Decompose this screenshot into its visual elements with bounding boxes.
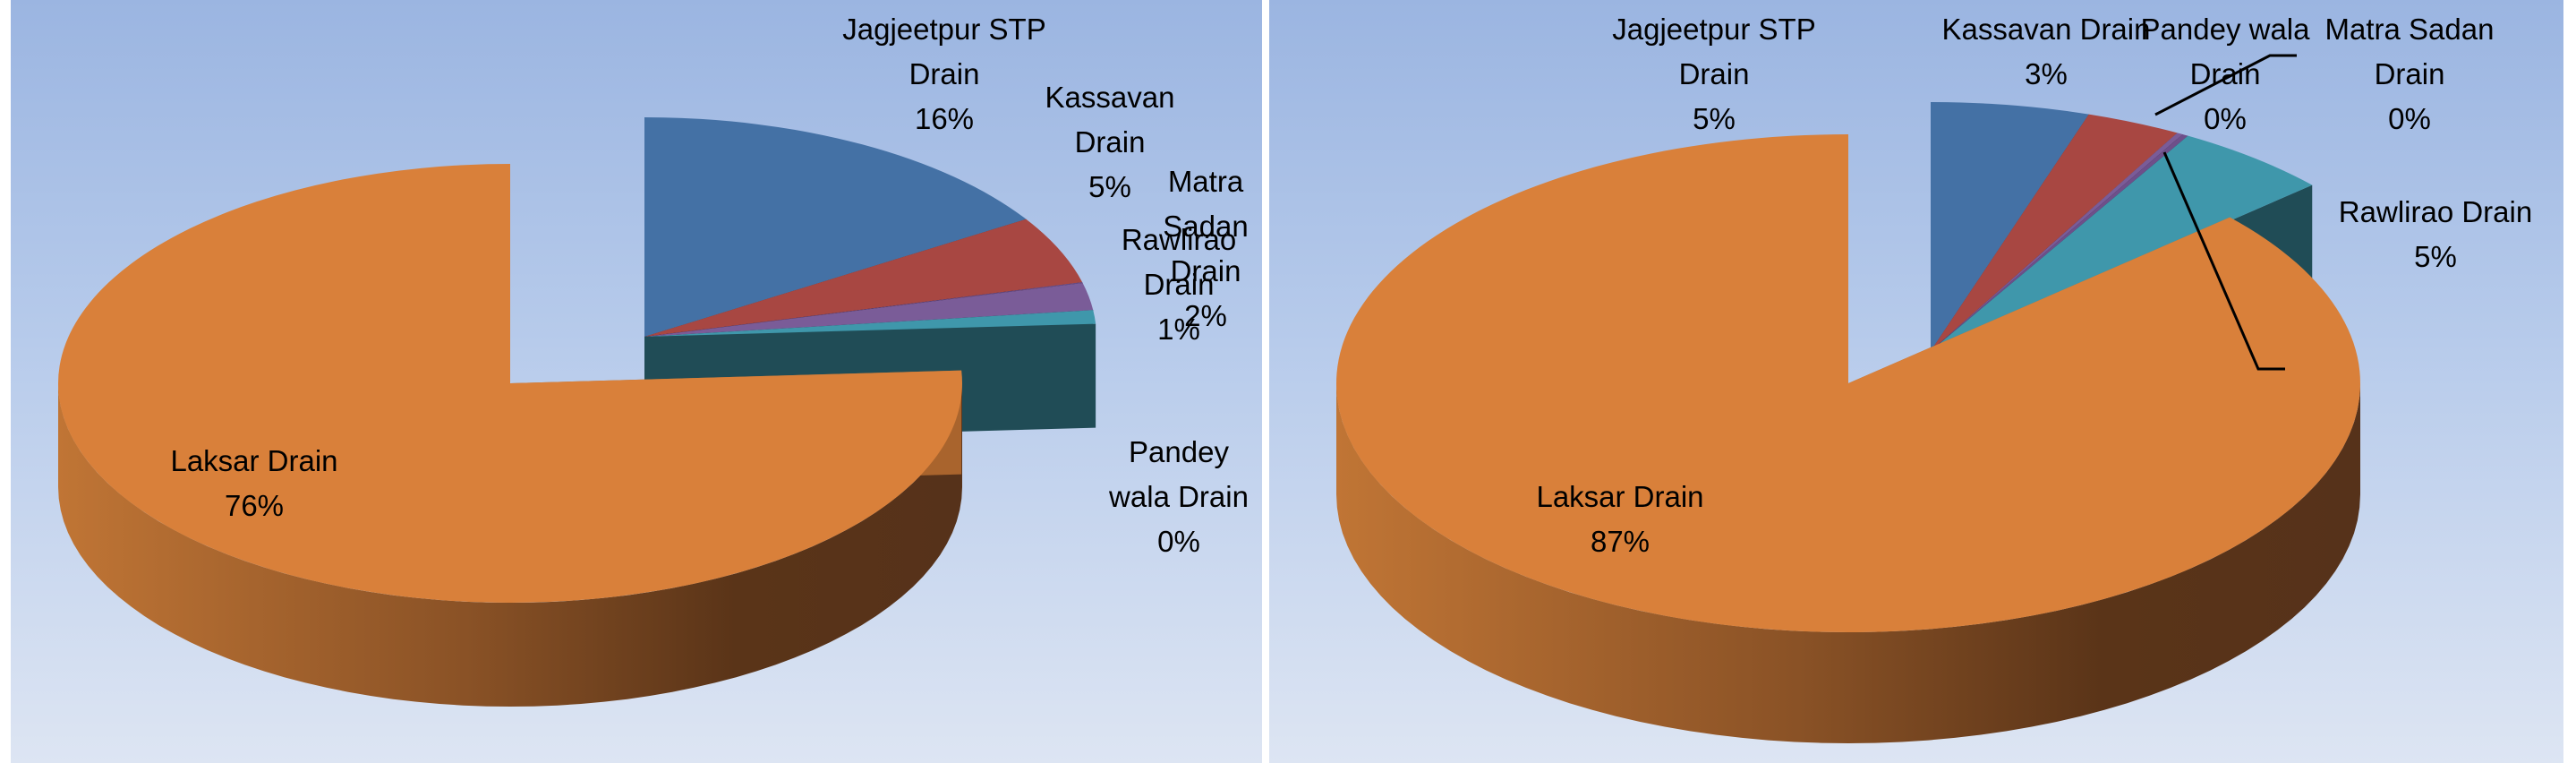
leader-line [2154, 54, 2297, 116]
pie-slice-laksar-drain [58, 164, 963, 707]
pie-chart-left [58, 117, 1096, 707]
data-label-rawlirao-left: Rawlirao Drain 1% [1121, 223, 1237, 346]
chart-right-panel: Jagjeetpur STP Drain 5% Kassavan Drain 3… [1269, 0, 2563, 763]
right-margin [2563, 0, 2576, 763]
leader-line [2162, 151, 2285, 371]
data-label-jagjeetpur-left: Jagjeetpur STP Drain 16% [842, 13, 1046, 135]
data-label-laksar-right: Laksar Drain 87% [1536, 480, 1704, 558]
data-label-matra-sadan-left: Matra Sadan Drain 2% [1163, 165, 1249, 332]
data-label-kassavan-left: Kassavan Drain 5% [1045, 81, 1175, 203]
data-label-kassavan-right: Kassavan Drain 3% [1941, 13, 2151, 90]
data-label-laksar-left: Laksar Drain 76% [170, 444, 338, 522]
chart-left-panel: Jagjeetpur STP Drain 16% Kassavan Drain … [11, 0, 1262, 763]
pie-slice-laksar-drain [1336, 134, 2360, 743]
data-label-pandey-wala-left: Pandey wala Drain 0% [1109, 435, 1249, 558]
chart-divider [1262, 0, 1269, 763]
pie-chart-right [1336, 54, 2360, 743]
data-label-jagjeetpur-right: Jagjeetpur STP Drain 5% [1612, 13, 1816, 135]
data-label-pandey-wala-right: Pandey wala Drain 0% [2140, 13, 2310, 135]
data-label-matra-sadan-right: Matra Sadan Drain 0% [2324, 13, 2495, 135]
data-label-rawlirao-right: Rawlirao Drain 5% [2338, 195, 2533, 273]
